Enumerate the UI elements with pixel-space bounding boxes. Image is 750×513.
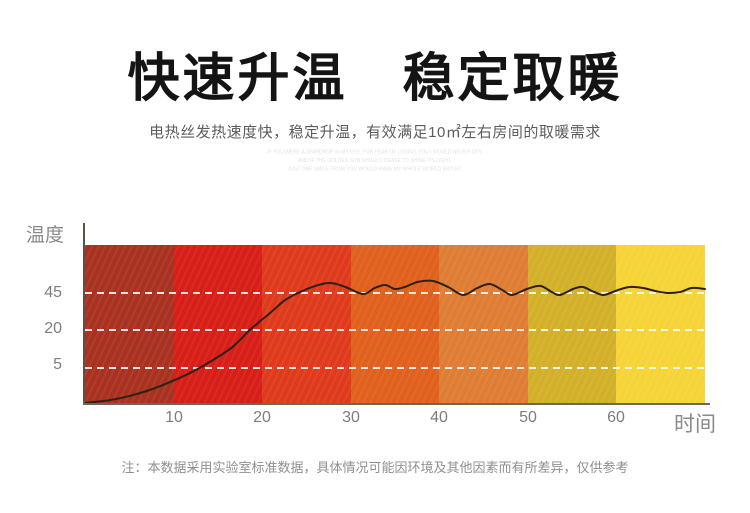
watermark-line: AND IF THE GOLDEN SUN SHOULD CEASE TO SH… <box>298 158 452 164</box>
band-strip <box>84 245 706 404</box>
x-tick-row: 10 20 30 40 50 60 <box>85 409 705 433</box>
watermark-line: IF YOU WERE A TEARDROP IN MY EYE, FOR FE… <box>267 149 483 156</box>
y-tick-5: 5 <box>53 356 62 373</box>
temp-band <box>527 245 617 403</box>
y-tick-20: 20 <box>44 320 62 337</box>
temp-band <box>173 245 263 403</box>
x-axis-line <box>83 403 710 405</box>
x-tick-50: 50 <box>519 409 537 426</box>
page-title: 快速升温 稳定取暖 <box>127 50 623 108</box>
x-tick-30: 30 <box>342 409 360 426</box>
gridline-5 <box>85 367 705 369</box>
page-subtitle: 电热丝发热速度快，稳定升温，有效满足10㎡左右房间的取暖需求 <box>149 124 601 141</box>
y-tick-45: 45 <box>44 284 62 301</box>
y-axis-line <box>83 223 85 405</box>
x-tick-10: 10 <box>165 409 183 426</box>
temperature-curve <box>84 279 706 404</box>
x-tick-60: 60 <box>607 409 625 426</box>
temp-band <box>616 245 706 403</box>
temperature-curve-path <box>84 279 706 404</box>
y-axis-label: 温度 <box>26 225 65 246</box>
x-axis-label: 时间 <box>674 413 716 436</box>
footnote: 注：本数据采用实验室标准数据，具体情况可能因环境及其他因素而有所差异，仅供参考 <box>121 460 629 475</box>
temp-band <box>350 245 440 403</box>
x-tick-20: 20 <box>253 409 271 426</box>
temp-band <box>439 245 528 403</box>
gridline-45 <box>85 292 705 294</box>
x-tick-40: 40 <box>430 409 448 426</box>
gridline-20 <box>85 329 705 331</box>
watermark-line: JUST ONE SMILE FROM YOU WOULD MAKE MY WH… <box>287 166 463 173</box>
temp-band <box>262 245 351 403</box>
temp-band <box>85 245 174 403</box>
watermark-text: IF YOU WERE A TEARDROP IN MY EYE, FOR FE… <box>188 148 563 174</box>
